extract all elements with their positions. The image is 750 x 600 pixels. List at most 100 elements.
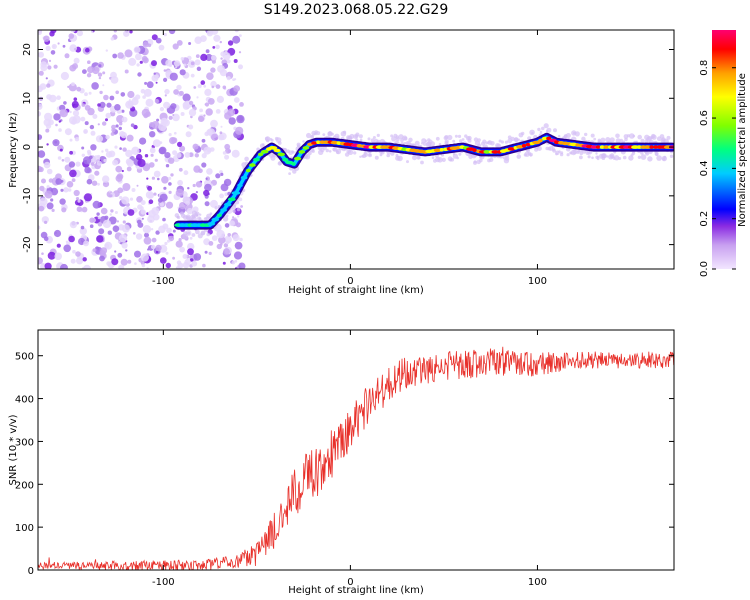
x-tick-label: 100: [528, 276, 547, 287]
ridge-halo-point: [414, 140, 420, 146]
noise-point: [128, 99, 131, 101]
noise-point: [188, 42, 192, 45]
ridge-halo-point: [637, 155, 642, 159]
ridge-point: [472, 148, 477, 152]
ridge-halo-point: [521, 131, 525, 136]
ridge-point: [456, 145, 461, 150]
ridge-halo-point: [222, 216, 229, 222]
noise-point: [232, 209, 236, 213]
ridge-halo-point: [650, 133, 656, 139]
ridge-halo-point: [198, 217, 202, 221]
noise-point: [186, 207, 194, 215]
noise-point: [84, 166, 91, 174]
noise-point: [227, 149, 231, 153]
ridge-halo-point: [630, 153, 634, 157]
ridge-halo-point: [449, 158, 453, 162]
noise-point: [224, 154, 230, 160]
ridge-halo-point: [322, 145, 327, 151]
noise-point: [223, 248, 230, 255]
noise-point: [41, 252, 44, 255]
noise-point: [109, 194, 113, 198]
noise-point: [91, 82, 99, 90]
noise-point: [114, 250, 117, 253]
ridge-halo-point: [420, 160, 424, 165]
noise-point: [69, 64, 77, 72]
ridge-halo-point: [363, 151, 367, 155]
noise-point: [69, 150, 73, 155]
noise-point: [45, 77, 48, 80]
noise-point: [163, 186, 167, 190]
noise-point: [196, 66, 202, 72]
noise-point: [48, 59, 52, 63]
ridge-halo-point: [490, 141, 495, 146]
ridge-halo-point: [587, 155, 591, 159]
noise-point: [224, 192, 229, 197]
noise-point: [73, 97, 78, 101]
noise-point: [235, 126, 244, 135]
noise-point: [80, 116, 86, 122]
noise-point: [105, 151, 113, 158]
noise-point: [236, 207, 241, 212]
noise-point: [179, 69, 186, 76]
noise-point: [38, 51, 44, 58]
ridge-point: [356, 144, 363, 148]
noise-point: [137, 72, 142, 77]
noise-point: [38, 150, 46, 158]
noise-point: [91, 180, 98, 186]
noise-point: [75, 251, 81, 257]
noise-point: [173, 89, 180, 95]
noise-point: [60, 71, 69, 81]
noise-point: [89, 217, 95, 223]
noise-point: [136, 153, 143, 161]
noise-point: [201, 153, 207, 159]
ridge-halo-point: [590, 133, 595, 138]
snr-series-line: [38, 346, 674, 570]
noise-point: [50, 50, 56, 55]
noise-point: [73, 189, 80, 197]
ridge-halo-point: [669, 154, 674, 158]
ridge-point: [224, 202, 232, 207]
noise-point: [100, 207, 108, 215]
ridge-halo-point: [359, 138, 363, 142]
noise-point: [149, 131, 156, 138]
noise-point: [208, 241, 214, 246]
colorbar-label: Normalized spectral amplitude: [737, 73, 748, 227]
noise-point: [38, 30, 43, 34]
noise-point: [172, 150, 178, 156]
ridge-halo-point: [314, 130, 318, 134]
noise-point: [102, 121, 107, 126]
noise-point: [69, 169, 77, 178]
noise-point: [116, 220, 119, 223]
ridge-halo-point: [600, 137, 606, 143]
ridge-point: [240, 175, 248, 180]
noise-point: [46, 168, 53, 175]
ridge-halo-point: [291, 150, 295, 154]
noise-point: [187, 187, 190, 190]
noise-point: [165, 251, 169, 255]
ridge-point: [273, 148, 281, 153]
ridge-halo-point: [349, 133, 355, 139]
ridge-halo-point: [539, 130, 543, 134]
noise-point: [211, 235, 218, 242]
ridge-halo-point: [355, 138, 359, 142]
x-tick-label: -100: [152, 276, 175, 287]
colorbar: 0.0 0.2 0.4 0.6 0.8 Normalized spectral ampl…: [699, 30, 748, 277]
noise-point: [180, 112, 185, 116]
noise-point: [83, 156, 92, 165]
ridge-point: [538, 138, 543, 143]
ridge-halo-point: [335, 148, 342, 155]
x-tick-label: -100: [152, 577, 175, 588]
noise-point: [96, 235, 104, 243]
noise-point: [92, 248, 97, 253]
noise-point: [48, 178, 54, 183]
noise-point: [194, 153, 199, 158]
ridge-halo-point: [541, 126, 545, 131]
ridge-halo-point: [367, 137, 371, 141]
noise-point: [131, 146, 140, 155]
noise-point: [142, 95, 146, 99]
ridge-point: [433, 148, 442, 153]
noise-point: [226, 76, 231, 81]
noise-point: [111, 128, 116, 133]
noise-point: [62, 44, 66, 48]
noise-point: [60, 188, 64, 192]
